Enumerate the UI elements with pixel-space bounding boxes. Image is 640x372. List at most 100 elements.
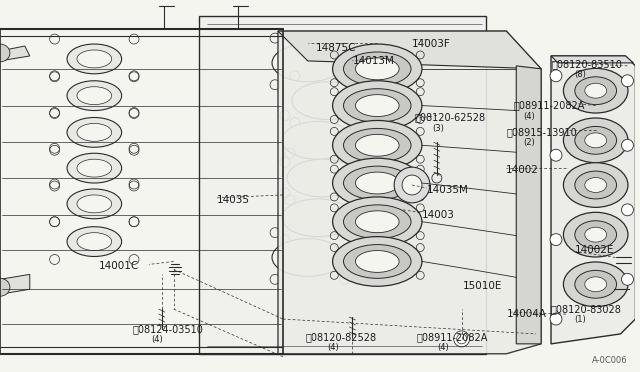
Circle shape bbox=[394, 167, 430, 203]
Ellipse shape bbox=[575, 77, 616, 105]
Circle shape bbox=[550, 234, 562, 246]
Ellipse shape bbox=[0, 278, 10, 296]
Ellipse shape bbox=[333, 237, 422, 286]
Ellipse shape bbox=[287, 159, 358, 197]
Text: (4): (4) bbox=[151, 335, 163, 344]
Text: 14003F: 14003F bbox=[412, 39, 451, 49]
Ellipse shape bbox=[282, 199, 353, 237]
Text: (4): (4) bbox=[437, 343, 449, 352]
Text: 14013M: 14013M bbox=[353, 56, 394, 66]
Text: 14002E: 14002E bbox=[575, 244, 614, 254]
Polygon shape bbox=[278, 31, 541, 69]
Text: 14003: 14003 bbox=[422, 210, 455, 220]
Ellipse shape bbox=[77, 124, 112, 141]
Ellipse shape bbox=[67, 227, 122, 256]
Circle shape bbox=[402, 175, 422, 195]
Polygon shape bbox=[516, 66, 541, 344]
Polygon shape bbox=[0, 275, 30, 294]
Circle shape bbox=[550, 149, 562, 161]
Ellipse shape bbox=[333, 81, 422, 131]
Ellipse shape bbox=[355, 134, 399, 156]
Text: Ⓑ08124-03510: Ⓑ08124-03510 bbox=[132, 324, 203, 334]
Ellipse shape bbox=[333, 158, 422, 208]
Ellipse shape bbox=[563, 118, 628, 163]
Polygon shape bbox=[278, 31, 541, 354]
Ellipse shape bbox=[67, 189, 122, 219]
Ellipse shape bbox=[344, 166, 411, 200]
Text: (4): (4) bbox=[328, 343, 339, 352]
Ellipse shape bbox=[0, 44, 10, 62]
Text: 14875C: 14875C bbox=[316, 43, 356, 53]
Text: Ⓢ08915-13910: Ⓢ08915-13910 bbox=[506, 128, 577, 137]
Ellipse shape bbox=[575, 126, 616, 154]
Ellipse shape bbox=[344, 52, 411, 86]
Circle shape bbox=[454, 331, 470, 347]
Ellipse shape bbox=[77, 232, 112, 250]
Ellipse shape bbox=[67, 44, 122, 74]
Circle shape bbox=[550, 313, 562, 325]
Ellipse shape bbox=[585, 177, 607, 192]
Ellipse shape bbox=[575, 221, 616, 248]
Text: Ⓑ08120-83510: Ⓑ08120-83510 bbox=[552, 59, 623, 69]
Ellipse shape bbox=[585, 133, 607, 148]
Circle shape bbox=[621, 140, 634, 151]
Text: 14035M: 14035M bbox=[427, 185, 468, 195]
Text: 15010E: 15010E bbox=[463, 281, 502, 291]
Text: A-0C006: A-0C006 bbox=[592, 356, 627, 365]
Ellipse shape bbox=[575, 270, 616, 298]
Ellipse shape bbox=[355, 94, 399, 116]
Polygon shape bbox=[0, 46, 30, 61]
Ellipse shape bbox=[292, 82, 364, 119]
Ellipse shape bbox=[563, 212, 628, 257]
Ellipse shape bbox=[563, 163, 628, 207]
Ellipse shape bbox=[344, 89, 411, 122]
Circle shape bbox=[550, 70, 562, 82]
Ellipse shape bbox=[272, 238, 344, 276]
Ellipse shape bbox=[563, 262, 628, 307]
Ellipse shape bbox=[575, 171, 616, 199]
Circle shape bbox=[621, 273, 634, 285]
Text: (3): (3) bbox=[432, 125, 444, 134]
Ellipse shape bbox=[344, 205, 411, 238]
Text: (8): (8) bbox=[574, 70, 586, 79]
Ellipse shape bbox=[333, 44, 422, 94]
Text: Ⓑ08120-62528: Ⓑ08120-62528 bbox=[415, 113, 486, 122]
Ellipse shape bbox=[344, 128, 411, 162]
Ellipse shape bbox=[282, 122, 353, 159]
Polygon shape bbox=[198, 16, 486, 354]
Ellipse shape bbox=[67, 118, 122, 147]
Text: (2): (2) bbox=[524, 138, 535, 147]
Text: Ⓑ08120-82528: Ⓑ08120-82528 bbox=[306, 332, 377, 342]
Ellipse shape bbox=[67, 153, 122, 183]
Ellipse shape bbox=[563, 68, 628, 113]
Ellipse shape bbox=[585, 83, 607, 98]
Ellipse shape bbox=[344, 244, 411, 278]
Ellipse shape bbox=[333, 121, 422, 170]
Ellipse shape bbox=[77, 195, 112, 213]
Ellipse shape bbox=[333, 197, 422, 247]
Ellipse shape bbox=[585, 277, 607, 292]
Ellipse shape bbox=[355, 58, 399, 80]
Text: 14002: 14002 bbox=[506, 165, 538, 175]
Ellipse shape bbox=[67, 81, 122, 110]
Polygon shape bbox=[551, 56, 636, 344]
Ellipse shape bbox=[585, 227, 607, 242]
Circle shape bbox=[621, 204, 634, 216]
Ellipse shape bbox=[77, 50, 112, 68]
Text: 14001C: 14001C bbox=[99, 262, 140, 272]
Text: Ⓑ08120-83028: Ⓑ08120-83028 bbox=[551, 304, 622, 314]
Ellipse shape bbox=[77, 87, 112, 105]
Text: 14004A: 14004A bbox=[506, 309, 547, 319]
Polygon shape bbox=[551, 56, 634, 63]
Text: (4): (4) bbox=[524, 112, 535, 121]
Ellipse shape bbox=[355, 172, 399, 194]
Ellipse shape bbox=[77, 159, 112, 177]
Ellipse shape bbox=[355, 211, 399, 232]
Circle shape bbox=[621, 75, 634, 87]
Ellipse shape bbox=[272, 44, 344, 82]
Text: Ⓝ08911-2082A: Ⓝ08911-2082A bbox=[513, 100, 585, 110]
Text: Ⓝ08911-2082A: Ⓝ08911-2082A bbox=[417, 332, 488, 342]
Text: 14035: 14035 bbox=[216, 195, 250, 205]
Ellipse shape bbox=[355, 250, 399, 272]
Text: (1): (1) bbox=[574, 315, 586, 324]
